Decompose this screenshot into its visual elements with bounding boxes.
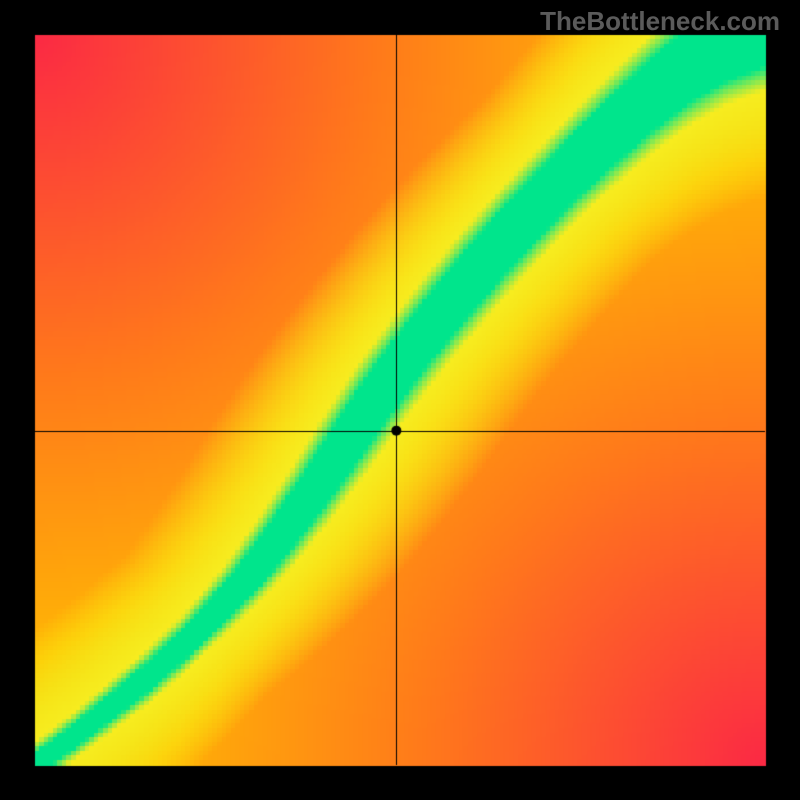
bottleneck-heatmap [0, 0, 800, 800]
watermark-text: TheBottleneck.com [540, 6, 780, 37]
chart-container: TheBottleneck.com [0, 0, 800, 800]
